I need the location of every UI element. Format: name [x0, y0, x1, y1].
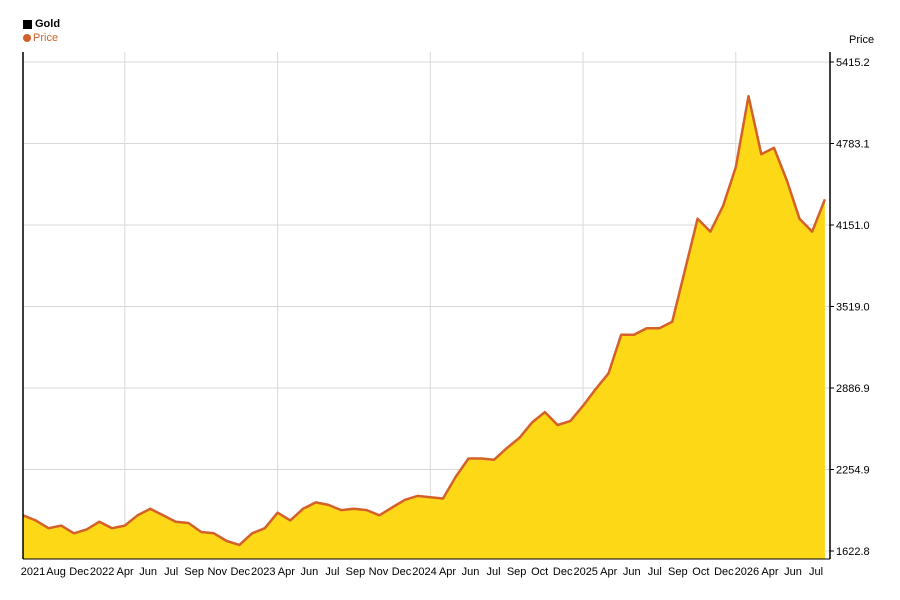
y-axis-title: Price	[849, 34, 875, 46]
x-tick-label: 2022	[90, 566, 114, 578]
legend-title-row: Gold	[23, 17, 60, 31]
legend: Gold Price	[23, 17, 60, 45]
x-tick-label: Nov	[207, 566, 227, 578]
x-tick-label: Jun	[139, 566, 157, 578]
x-tick-label: Sep	[184, 566, 204, 578]
y-tick-label: 5415.2	[836, 57, 870, 69]
y-tick-label: 1622.8	[836, 546, 870, 558]
x-tick-label: 2024	[412, 566, 436, 578]
x-tick-label: 2023	[251, 566, 275, 578]
legend-title: Gold	[35, 18, 61, 30]
y-tick-label: 4151.0	[836, 220, 870, 232]
legend-series-row: Price	[23, 31, 60, 45]
x-tick-label: Apr	[600, 566, 617, 578]
x-tick-label: Dec	[69, 566, 89, 578]
x-tick-label: Dec	[230, 566, 250, 578]
price-line	[22, 94, 827, 547]
x-tick-label: Apr	[761, 566, 778, 578]
y-tick-label: 2254.9	[836, 464, 870, 476]
x-tick-label: Jun	[784, 566, 802, 578]
x-tick-label: Dec	[392, 566, 412, 578]
x-tick-label: Oct	[692, 566, 709, 578]
x-tick-label: Jun	[300, 566, 318, 578]
x-tick-label: Jul	[325, 566, 339, 578]
x-tick-label: Apr	[278, 566, 295, 578]
legend-square-icon	[23, 19, 32, 29]
x-tick-label: Jul	[487, 566, 501, 578]
x-tick-label: 2025	[573, 566, 597, 578]
x-tick-label: Nov	[369, 566, 389, 578]
x-tick-label: Dec	[553, 566, 573, 578]
legend-series-label: Price	[33, 32, 59, 44]
x-tick-label: 2021	[21, 566, 45, 578]
y-tick-label: 4783.1	[836, 139, 870, 151]
x-tick-label: Dec	[714, 566, 734, 578]
x-tick-label: Jun	[623, 566, 641, 578]
x-tick-label: Apr	[117, 566, 134, 578]
y-tick-label: 3519.0	[836, 302, 870, 314]
x-tick-label: Jul	[648, 566, 662, 578]
x-tick-label: Aug	[46, 566, 66, 578]
x-tick-label: Sep	[346, 566, 366, 578]
x-tick-label: Jun	[462, 566, 480, 578]
x-tick-label: Jul	[164, 566, 178, 578]
x-tick-label: Sep	[507, 566, 527, 578]
x-tick-label: Apr	[439, 566, 456, 578]
x-tick-label: Sep	[668, 566, 688, 578]
x-tick-label: Jul	[809, 566, 823, 578]
x-tick-label: 2026	[735, 566, 759, 578]
price-area	[23, 96, 825, 559]
legend-dot-icon	[23, 34, 31, 42]
y-tick-label: 2886.9	[836, 383, 870, 395]
x-tick-label: Oct	[531, 566, 548, 578]
